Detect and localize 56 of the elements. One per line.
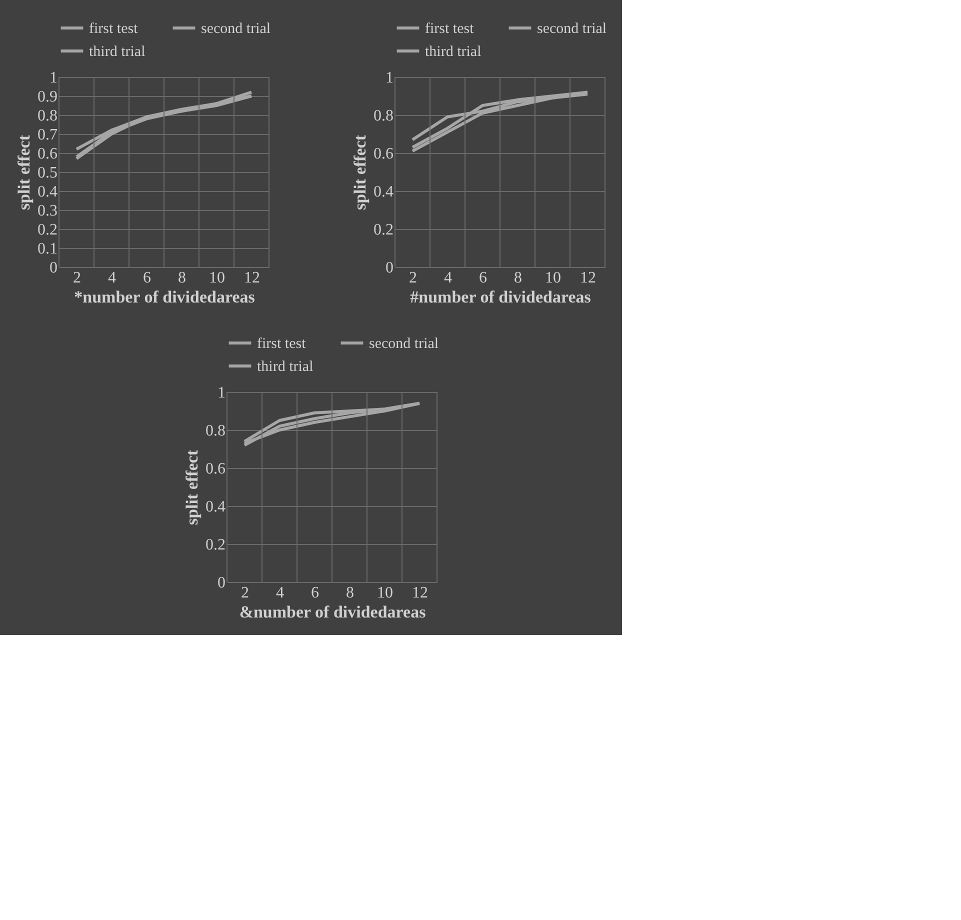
x-tick-label: 8 bbox=[346, 584, 354, 602]
y-tick-label: 0.6 bbox=[206, 460, 226, 478]
legend-label: third trial bbox=[425, 44, 482, 60]
x-tick-label: 6 bbox=[143, 270, 151, 286]
y-tick-label: 0 bbox=[50, 260, 58, 276]
x-tick-label: 12 bbox=[580, 270, 596, 286]
y-tick-label: 0.2 bbox=[38, 222, 58, 238]
x-axis-title: *number of dividedareas bbox=[74, 288, 256, 306]
legend-label: second trial bbox=[201, 21, 271, 37]
x-tick-label: 12 bbox=[412, 584, 428, 602]
legend-label: second trial bbox=[369, 336, 439, 352]
y-tick-label: 0.8 bbox=[374, 108, 394, 124]
x-tick-label: 2 bbox=[241, 584, 249, 602]
x-tick-label: 10 bbox=[209, 270, 225, 286]
y-axis-title: split effect bbox=[14, 134, 34, 210]
legend-label: third trial bbox=[257, 359, 314, 375]
x-tick-label: 6 bbox=[479, 270, 487, 286]
x-tick-label: 4 bbox=[444, 270, 452, 286]
y-tick-label: 0 bbox=[218, 574, 226, 592]
y-tick-label: 0.3 bbox=[38, 202, 58, 220]
y-tick-label: 0.9 bbox=[38, 88, 58, 106]
x-tick-label: 4 bbox=[276, 584, 284, 602]
x-tick-label: 6 bbox=[311, 584, 319, 602]
y-tick-label: 1 bbox=[50, 70, 58, 86]
x-tick-label: 2 bbox=[73, 270, 81, 286]
y-tick-label: 0.1 bbox=[38, 240, 58, 258]
y-tick-label: 0.2 bbox=[206, 536, 226, 554]
legend-label: second trial bbox=[537, 21, 607, 37]
y-tick-label: 0.5 bbox=[38, 164, 58, 182]
y-tick-label: 0.6 bbox=[374, 146, 394, 162]
y-tick-label: 0.2 bbox=[374, 222, 394, 238]
x-tick-label: 8 bbox=[514, 270, 522, 286]
y-tick-label: 0.4 bbox=[374, 184, 394, 200]
y-tick-label: 0.8 bbox=[38, 108, 58, 124]
x-axis-title: &number of dividedareas bbox=[239, 602, 426, 622]
legend-label: third trial bbox=[89, 44, 146, 60]
x-tick-label: 2 bbox=[409, 270, 417, 286]
y-tick-label: 1 bbox=[386, 70, 394, 86]
legend-label: first test bbox=[257, 336, 307, 352]
y-tick-label: 0.7 bbox=[38, 126, 58, 144]
y-axis-title: split effect bbox=[350, 134, 370, 210]
legend-label: first test bbox=[89, 21, 139, 37]
y-tick-label: 0.8 bbox=[206, 422, 226, 440]
x-tick-label: 10 bbox=[377, 584, 393, 602]
y-tick-label: 0 bbox=[386, 260, 394, 276]
x-tick-label: 10 bbox=[545, 270, 561, 286]
x-tick-label: 8 bbox=[178, 270, 186, 286]
y-tick-label: 0.6 bbox=[38, 146, 58, 162]
x-axis-title: #number of dividedareas bbox=[410, 288, 592, 306]
x-tick-label: 4 bbox=[108, 270, 116, 286]
y-tick-label: 0.4 bbox=[206, 498, 226, 516]
y-tick-label: 0.4 bbox=[38, 184, 58, 200]
y-axis-title: split effect bbox=[182, 450, 202, 526]
legend-label: first test bbox=[425, 21, 475, 37]
y-tick-label: 1 bbox=[218, 384, 226, 402]
x-tick-label: 12 bbox=[244, 270, 260, 286]
